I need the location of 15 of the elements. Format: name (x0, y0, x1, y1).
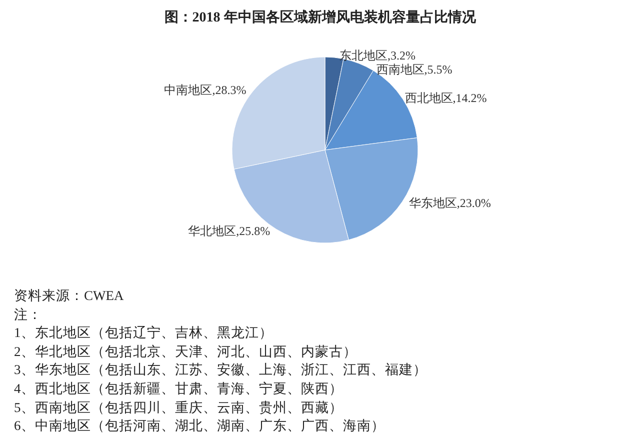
slice-label: 华北地区,25.8% (188, 224, 270, 238)
slice-label: 华东地区,23.0% (408, 196, 491, 210)
text: 1、东北地区（包括辽宁、吉林、黑龙江） (14, 324, 274, 342)
text: 3、华东地区（包括山东、江苏、安徽、上海、浙江、江西、福建） (14, 361, 427, 380)
text: 5、西南地区（包括四川、重庆、云南、贵州、西藏） (14, 398, 344, 417)
chart-title: 图：2018 年中国各区域新增风电装机容量占比情况 (164, 8, 477, 26)
text: 4、西北地区（包括新疆、甘肃、青海、宁夏、陕西） (14, 380, 344, 398)
text: 6、中南地区（包括河南、湖北、湖南、广东、广西、海南） (14, 417, 386, 436)
text: 注： (14, 306, 43, 324)
text: 资料来源：CWEA (14, 287, 125, 305)
slice-label: 东北地区,3.2% (340, 48, 416, 62)
slice-label: 中南地区,28.3% (164, 83, 246, 98)
slice-label: 西南地区,5.5% (376, 62, 452, 76)
slice-label: 西北地区,14.2% (404, 91, 487, 106)
text: 2、华北地区（包括北京、天津、河北、山西、内蒙古） (14, 342, 358, 361)
